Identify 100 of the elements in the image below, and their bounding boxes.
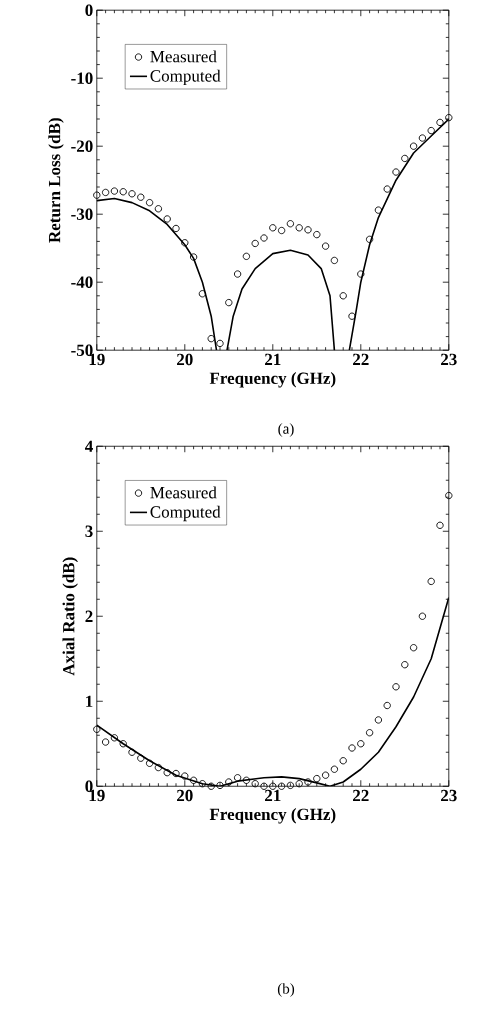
point bbox=[357, 270, 365, 278]
point bbox=[304, 226, 312, 234]
legend-label: Computed bbox=[150, 505, 221, 522]
point bbox=[277, 226, 286, 235]
x-tick-label: 20 bbox=[177, 353, 193, 366]
point bbox=[269, 224, 277, 232]
point bbox=[304, 778, 312, 786]
point bbox=[286, 781, 295, 790]
point bbox=[392, 168, 400, 176]
legend-label: Computed bbox=[150, 69, 221, 86]
x-tick-label: 23 bbox=[441, 353, 457, 366]
y-tick-label: -20 bbox=[71, 140, 93, 152]
point bbox=[181, 772, 189, 780]
point bbox=[251, 780, 259, 788]
point bbox=[154, 763, 163, 772]
point bbox=[445, 113, 453, 122]
point bbox=[392, 683, 400, 691]
legend-label: Measured bbox=[150, 486, 217, 499]
x-tick-label: 20 bbox=[177, 789, 193, 802]
point bbox=[145, 198, 154, 207]
x-tick-label: 22 bbox=[353, 353, 369, 365]
point bbox=[409, 142, 418, 150]
point bbox=[163, 215, 171, 223]
point bbox=[348, 744, 356, 752]
point bbox=[216, 339, 224, 348]
x-tick-label: 21 bbox=[265, 353, 281, 365]
point bbox=[189, 776, 198, 784]
x-axis-title: Frequency (GHz) bbox=[209, 372, 336, 388]
point bbox=[93, 191, 101, 199]
point bbox=[110, 187, 119, 195]
point bbox=[365, 235, 374, 244]
point bbox=[365, 729, 374, 737]
point bbox=[409, 644, 418, 652]
y-tick-label: 2 bbox=[85, 610, 93, 622]
point bbox=[233, 774, 242, 782]
point bbox=[119, 188, 127, 196]
point bbox=[137, 754, 145, 762]
point bbox=[383, 701, 391, 710]
point bbox=[427, 126, 435, 135]
point bbox=[436, 118, 444, 127]
point bbox=[225, 778, 233, 786]
point bbox=[145, 759, 154, 767]
legend-label: Measured bbox=[150, 50, 217, 63]
y-tick-label: -10 bbox=[71, 72, 93, 84]
y-tick-label: -30 bbox=[71, 208, 93, 220]
point bbox=[154, 205, 163, 213]
point bbox=[198, 780, 207, 788]
point bbox=[128, 748, 136, 756]
point bbox=[207, 782, 215, 790]
x-tick-label: 21 bbox=[265, 789, 281, 802]
y-axis-title: Axial Ratio (dB) bbox=[62, 557, 78, 676]
point bbox=[225, 298, 233, 307]
text: (a) bbox=[278, 423, 294, 437]
point bbox=[445, 491, 453, 500]
point bbox=[128, 190, 136, 198]
point bbox=[313, 774, 321, 783]
point bbox=[93, 725, 101, 733]
point bbox=[101, 188, 110, 197]
point bbox=[321, 771, 330, 779]
point bbox=[313, 230, 321, 239]
point bbox=[101, 738, 110, 746]
point bbox=[427, 577, 435, 586]
point bbox=[172, 224, 180, 233]
point bbox=[233, 270, 242, 278]
point bbox=[357, 740, 365, 748]
x-axis-title: Frequency (GHz) bbox=[209, 808, 336, 824]
point bbox=[242, 252, 251, 261]
x-tick-label: 23 bbox=[441, 789, 457, 802]
point bbox=[260, 234, 268, 242]
point bbox=[286, 220, 295, 228]
x-tick-label: 22 bbox=[353, 789, 369, 802]
point bbox=[339, 757, 347, 765]
point bbox=[295, 780, 303, 788]
y-tick-label: 1 bbox=[86, 695, 93, 707]
point bbox=[137, 193, 145, 201]
point bbox=[339, 292, 347, 300]
point bbox=[110, 734, 119, 742]
point bbox=[330, 256, 339, 265]
point bbox=[383, 185, 391, 193]
point bbox=[436, 521, 444, 529]
y-tick-label: 3 bbox=[85, 525, 93, 537]
point bbox=[418, 134, 427, 142]
point bbox=[172, 769, 180, 778]
point bbox=[295, 224, 303, 232]
point bbox=[330, 765, 339, 773]
point bbox=[401, 154, 409, 163]
y-tick-label: 0 bbox=[85, 4, 93, 16]
point bbox=[163, 769, 171, 777]
point bbox=[348, 312, 356, 320]
point bbox=[418, 612, 427, 620]
point bbox=[277, 782, 286, 790]
text: (b) bbox=[277, 983, 295, 997]
point bbox=[374, 716, 383, 724]
point bbox=[260, 782, 268, 790]
point bbox=[321, 242, 330, 250]
y-axis-title: Return Loss (dB) bbox=[48, 118, 64, 243]
point bbox=[119, 740, 127, 748]
point bbox=[189, 253, 198, 261]
y-tick-label: -40 bbox=[71, 276, 93, 288]
point bbox=[374, 206, 383, 214]
